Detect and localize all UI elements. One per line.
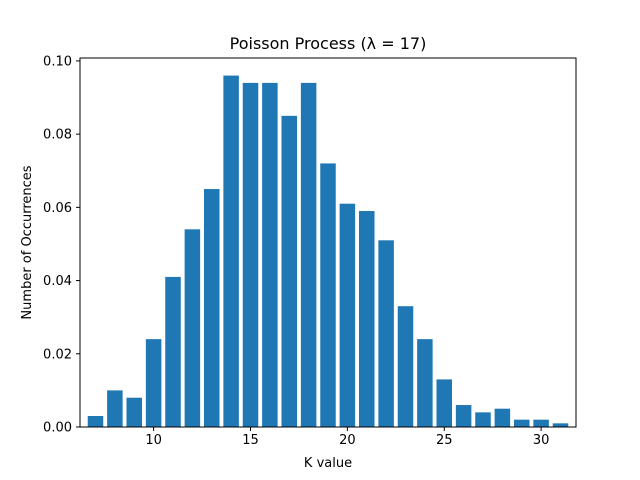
y-tick-label: 0.10 <box>43 54 72 69</box>
y-tick-label: 0.08 <box>43 128 72 143</box>
bar-k-18 <box>300 82 317 428</box>
bar-k-28 <box>494 408 511 427</box>
bar-k-12 <box>184 229 201 427</box>
bar-k-30 <box>533 419 549 427</box>
bar-k-29 <box>514 419 530 427</box>
bar-k-27 <box>475 412 491 427</box>
bar-k-10 <box>145 339 162 427</box>
bar-k-20 <box>339 203 356 427</box>
bars-group <box>87 75 569 428</box>
bar-k-13 <box>204 189 220 427</box>
bar-k-17 <box>281 115 297 427</box>
y-axis-label: Number of Occurrences <box>20 165 35 319</box>
x-tick-label: 15 <box>242 433 259 448</box>
bar-k-19 <box>320 163 336 427</box>
bar-k-8 <box>107 390 123 427</box>
bar-k-25 <box>436 379 452 427</box>
bar-k-21 <box>359 211 375 427</box>
bar-k-26 <box>455 405 472 427</box>
x-tick-label: 30 <box>533 433 550 448</box>
bar-k-24 <box>417 339 433 427</box>
bar-k-9 <box>126 397 142 427</box>
bar-k-16 <box>262 82 278 428</box>
y-tick-label: 0.06 <box>43 201 72 216</box>
x-axis-label: K value <box>304 456 352 471</box>
plot-frame <box>79 57 577 428</box>
x-tick-label: 25 <box>436 433 453 448</box>
y-tick-label: 0.02 <box>43 347 72 362</box>
y-tick-label: 0.00 <box>43 421 72 436</box>
x-tick-label: 20 <box>339 433 356 448</box>
bar-k-15 <box>242 82 259 428</box>
y-axis-ticks: 0.00 0.02 0.04 0.06 0.08 0.10 <box>43 54 80 436</box>
bar-k-11 <box>165 276 181 427</box>
bar-k-22 <box>378 240 394 427</box>
chart-title: Poisson Process (λ = 17) <box>230 34 427 53</box>
bar-k-23 <box>397 306 414 427</box>
bar-k-31 <box>552 423 569 427</box>
x-tick-label: 10 <box>145 433 162 448</box>
y-tick-label: 0.04 <box>43 274 72 289</box>
x-axis-ticks: 10 15 20 25 30 <box>145 427 549 448</box>
bar-k-14 <box>223 75 239 428</box>
bar-k-7 <box>87 416 104 427</box>
